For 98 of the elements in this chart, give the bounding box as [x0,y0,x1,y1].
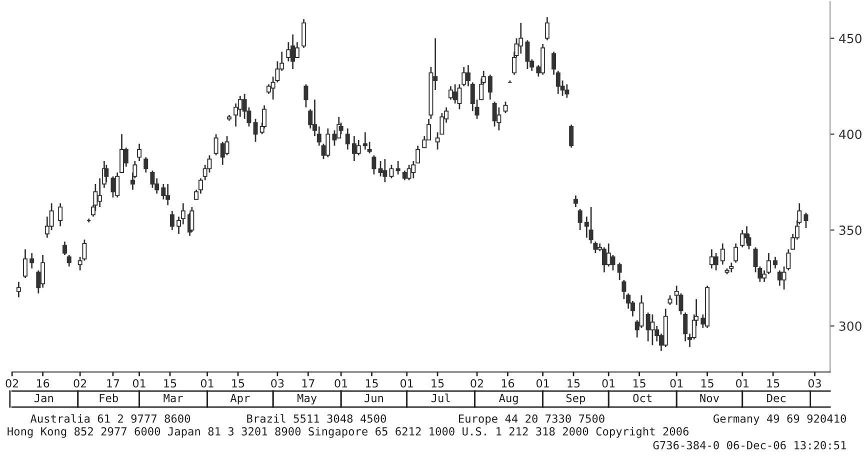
text: Apr [230,394,250,404]
candlestick [729,262,734,273]
x-tick-label: 01 [200,379,214,388]
x-tick-label: 17 [302,379,314,388]
x-tick-label: 01 [400,379,413,388]
x-tick-label: 15 [164,379,176,388]
x-tick-label: 01 [602,379,615,388]
candlestick [650,314,655,346]
candlestick [286,41,291,62]
candlestick [23,248,28,279]
candlestick [714,252,718,272]
x-tick-label: 15 [767,379,780,388]
candlestick [525,40,530,70]
candlestick [356,139,361,156]
candlestick [617,262,622,281]
x-tick-label: 15 [633,379,646,388]
y-tick-label: 450 [839,34,862,44]
candlestick [170,210,174,231]
candlestick [253,118,258,143]
candlestick [396,160,400,176]
x-tick-label: 02 [470,379,483,388]
text: Jan [34,394,53,402]
candlestick [16,281,21,298]
candlestick [406,164,412,181]
candlestick [740,229,745,248]
candlestick [668,294,672,306]
x-tick-label: 02 [74,379,86,388]
candlestick [646,312,650,342]
text: Feb [100,394,118,402]
candlestick [610,254,616,272]
candlestick [294,41,300,58]
candlestick [137,143,142,162]
candlestick [569,124,574,148]
candlestick [564,84,570,98]
x-tick-label: 15 [568,379,580,388]
candlestick [144,156,148,174]
text: Dec [767,394,786,402]
candlestick [372,154,376,176]
candlestick [622,279,626,300]
x-tick-label: 15 [232,379,244,388]
candlestick [58,202,63,227]
text: G736-384-0 06-Dec-06 13:20:51 [653,440,846,450]
candlestick [214,133,218,156]
x-tick-label: 16 [502,379,514,388]
text: Brazil 5511 3048 4500 [247,414,386,423]
candlestick [66,254,72,268]
candlestick [492,100,497,128]
candlestick [452,84,458,104]
candlestick [110,176,116,198]
y-tick-label: 350 [839,226,862,235]
text: Mar [164,394,183,402]
x-tick-label: 15 [432,379,444,388]
candlestick [544,16,550,41]
x-tick-label: 17 [107,379,120,388]
candlestick [503,100,508,114]
candlestick [190,206,194,233]
candlestick [345,128,350,150]
candlestick [804,212,808,229]
text: Australia 61 2 9777 8600 [30,414,190,423]
candlestick [573,194,578,208]
text: May [297,394,317,404]
text: Oct [633,394,652,402]
x-tick-label: 15 [366,379,378,388]
text: Nov [700,394,719,402]
text: Germany 49 69 920410 [713,414,846,425]
x-tick-label: 03 [271,379,284,388]
x-tick-label: 03 [808,379,821,388]
candlestick [518,22,524,54]
candlestick [326,128,330,158]
candlestick [720,242,725,266]
candlestick [302,18,306,49]
candlestick [30,252,34,270]
candlestick [304,84,308,108]
candlestick [62,240,67,256]
candlestick [382,158,388,183]
candlestick [389,164,394,179]
text: Hong Kong 852 2977 6000 Japan 81 3 3201 8900 Singapore 65 6212 1000 U.S. 1 212 318 2000 Copyright 2006 [8,426,689,438]
text: Jun [364,394,383,402]
text: Jul [431,394,450,402]
candlestick [606,242,611,268]
candlestick [448,86,453,100]
x-tick-label: 01 [334,379,348,388]
x-tick-label: 15 [701,379,714,388]
x-tick-label: 01 [132,379,146,388]
x-tick-label: 16 [36,379,50,388]
x-tick-label: 01 [736,379,748,388]
x-tick-label: 01 [536,379,549,388]
candlestick [773,256,778,270]
text: Sep [566,394,586,404]
y-tick-label: 300 [839,321,862,331]
x-tick-label: 02 [6,379,18,388]
candlestick [578,208,582,231]
text: Europe 44 20 7330 7500 [458,414,604,425]
text: Aug [498,394,518,404]
y-tick-label: 400 [839,130,862,140]
x-tick-label: 01 [670,379,683,388]
candlestick [734,242,738,264]
candlestick [488,74,492,100]
